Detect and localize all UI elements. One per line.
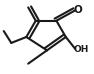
Text: OH: OH (74, 45, 89, 54)
Text: O: O (73, 5, 82, 15)
